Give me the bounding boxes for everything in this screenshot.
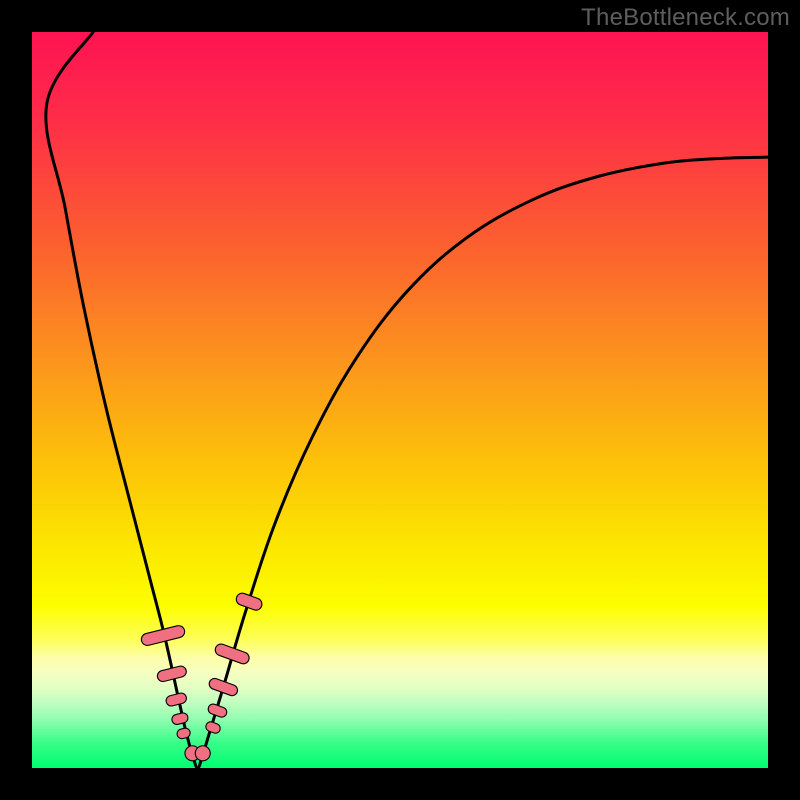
chart-svg [0,0,800,800]
watermark-text: TheBottleneck.com [581,4,790,32]
gradient-background [32,32,768,768]
chart-frame: TheBottleneck.com [0,0,800,800]
